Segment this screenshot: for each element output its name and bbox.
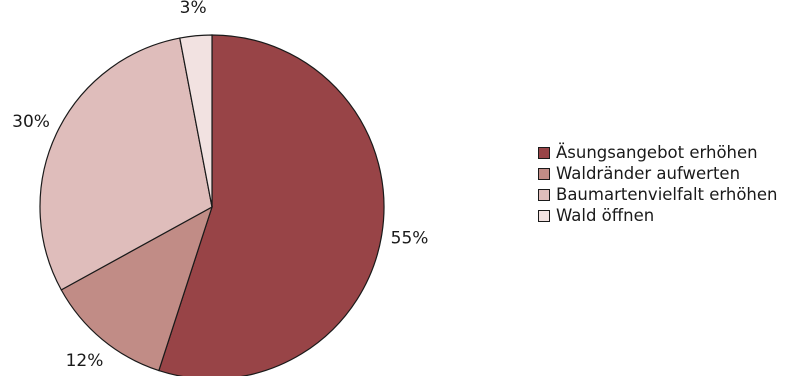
pie-value-label-1: 12% <box>66 351 104 371</box>
pie-value-label-3: 3% <box>180 0 207 18</box>
legend-swatch <box>538 167 550 180</box>
legend-item-wald-oeffnen: Wald öffnen <box>538 205 778 226</box>
pie-value-label-0: 55% <box>391 228 429 248</box>
pie-value-label-2: 30% <box>12 112 50 132</box>
legend-item-waldraender: Waldränder aufwerten <box>538 163 778 184</box>
legend-label: Wald öffnen <box>556 206 655 225</box>
legend-label: Äsungsangebot erhöhen <box>556 143 758 162</box>
legend-label: Waldränder aufwerten <box>556 164 741 183</box>
pie-slice-1 <box>60 205 214 372</box>
pie-slice-0 <box>158 34 385 376</box>
legend-label: Baumartenvielfalt erhöhen <box>556 185 778 204</box>
legend: Äsungsangebot erhöhen Waldränder aufwert… <box>538 142 778 226</box>
legend-swatch <box>538 146 550 159</box>
pie-slice-2 <box>39 37 213 291</box>
pie-value-labels: 55% 12% 30% 3% <box>12 0 428 371</box>
pie-slices <box>39 34 385 376</box>
pie-slice-3 <box>179 34 213 208</box>
legend-item-baumartenvielfalt: Baumartenvielfalt erhöhen <box>538 184 778 205</box>
legend-item-aesungsangebot: Äsungsangebot erhöhen <box>538 142 778 163</box>
legend-swatch <box>538 188 550 201</box>
legend-swatch <box>538 209 550 222</box>
